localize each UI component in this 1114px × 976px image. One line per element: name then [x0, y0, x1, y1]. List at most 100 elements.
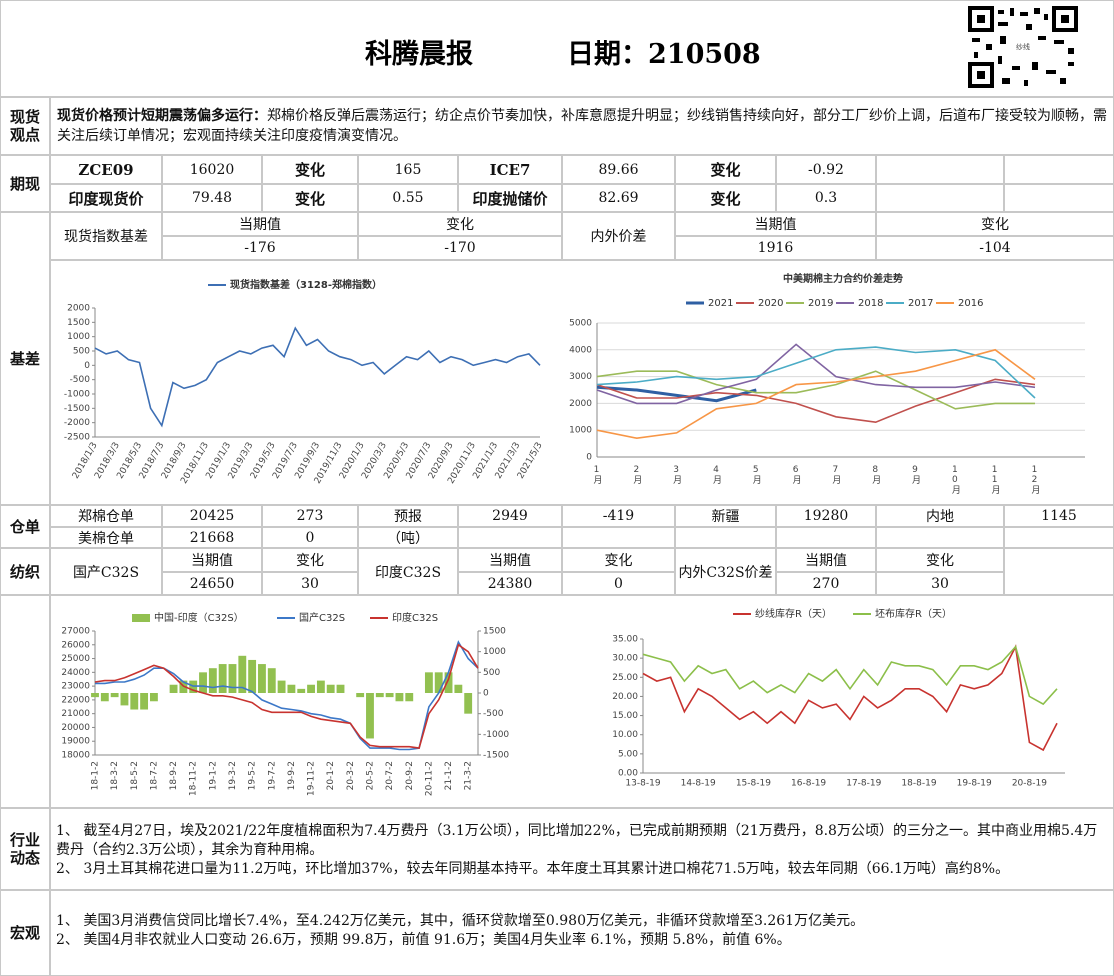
x-tick-label: 6月 [791, 465, 802, 485]
table-cell: 270 [776, 572, 876, 595]
legend-label: 国产C32S [299, 611, 345, 624]
bar [258, 664, 266, 693]
y2-tick-label: -1500 [483, 751, 509, 761]
x-tick-label: 16-8-19 [791, 779, 826, 789]
bar [100, 693, 109, 702]
y-tick-label: 30.00 [612, 654, 638, 664]
qr-code: 纱线 [968, 6, 1078, 88]
x-tick-label: 11月 [990, 465, 1001, 495]
table-cell: 24380 [458, 572, 562, 595]
y-tick-label: 4000 [569, 345, 592, 355]
bar [140, 693, 149, 710]
bar [91, 693, 99, 698]
x-tick-label: 5月 [751, 465, 762, 485]
bar [169, 684, 178, 693]
table-cell: 郑棉仓单 [50, 505, 162, 527]
table-cell: -176 [162, 236, 358, 260]
bar [336, 684, 345, 693]
line-series [596, 370, 1035, 410]
text-list: 1、 截至4月27日，埃及2021/22年度植棉面积为7.4万费丹（3.1万公顷… [50, 818, 1114, 883]
bar [110, 693, 119, 698]
x-tick-label: 20-8-19 [1012, 779, 1047, 789]
section-label: 仓单 [0, 505, 50, 548]
y-tick-label: 24000 [61, 668, 90, 678]
section-label: 现货观点 [0, 97, 50, 155]
x-tick-label: 7月 [830, 465, 841, 485]
report-title: 科腾晨报 [365, 39, 473, 70]
table-cell: 变化 [675, 155, 776, 184]
table-cell [776, 527, 876, 548]
x-tick-label: 20-11-2 [424, 761, 434, 796]
line-series [596, 343, 1036, 405]
legend-label: 2020 [758, 298, 783, 309]
legend-label: 2021 [708, 298, 733, 309]
table-cell: 0 [262, 527, 358, 548]
y2-tick-label: 0 [483, 689, 489, 699]
list-item: 2、 美国4月非农就业人口变动 26.6万，预期 99.8万，前值 91.6万；… [56, 932, 791, 948]
y-tick-label: 15.00 [612, 711, 638, 721]
bar [375, 693, 384, 698]
table-cell: 273 [262, 505, 358, 527]
legend-label: 现货指数基差（3128-郑棉指数） [230, 278, 382, 291]
table-cell: 89.66 [562, 155, 675, 184]
bar [130, 693, 139, 710]
table-cell: 当期值 [458, 548, 562, 572]
legend-label: 2016 [958, 298, 983, 309]
list-item: 1、 截至4月27日，埃及2021/22年度植棉面积为7.4万费丹（3.1万公顷… [56, 823, 1098, 858]
x-tick-label: 8月 [870, 465, 881, 485]
table-cell: 21668 [162, 527, 262, 548]
x-tick-label: 12月 [1030, 465, 1041, 495]
line-series [642, 645, 1058, 706]
y2-tick-label: -500 [483, 709, 504, 719]
x-tick-label: 20-3-2 [346, 761, 356, 790]
table-cell [876, 155, 1004, 184]
x-tick-label: 20-5-2 [365, 761, 375, 790]
y-tick-label: 2000 [67, 304, 90, 314]
section-label: 基差 [0, 212, 50, 505]
line-series [596, 348, 1036, 440]
table-cell: 新疆 [675, 505, 776, 527]
table-cell: 当期值 [776, 548, 876, 572]
y2-tick-label: 1000 [483, 647, 506, 657]
y-tick-label: -2500 [64, 433, 90, 443]
table-cell: -419 [562, 505, 675, 527]
section-label: 纺织 [0, 548, 50, 595]
spot-view: 现货价格预计短期震荡偏多运行：郑棉价格反弹后震荡运行；纺企点价节奏加快，补库意愿… [50, 97, 1114, 155]
y-tick-label: 20.00 [612, 692, 638, 702]
bar [326, 684, 335, 693]
table-cell: -170 [358, 236, 562, 260]
list-item: 1、 美国3月消费信贷同比增长7.4%，至4.242万亿美元，其中，循环贷款增至… [56, 913, 865, 929]
table-cell: 变化 [262, 548, 358, 572]
y-tick-label: 10.00 [612, 730, 638, 740]
y-tick-label: -1000 [64, 390, 90, 400]
bar [267, 668, 276, 693]
x-tick-label: 13-8-19 [625, 779, 660, 789]
y-tick-label: 1000 [67, 332, 90, 342]
table-cell: 印度抛储价 [458, 184, 562, 212]
legend-label: 坯布库存R（天） [875, 607, 952, 620]
line-series [596, 346, 1036, 399]
legend-label: 2018 [858, 298, 883, 309]
y-tick-label: 0 [84, 361, 90, 371]
table-cell [876, 184, 1004, 212]
bar [218, 664, 227, 693]
table-cell: 24650 [162, 572, 262, 595]
view-text: 郑棉价格反弹后震荡运行；纺企点价节奏加快，补库意愿提升明显；纱线销售持续向好，部… [57, 108, 1107, 144]
table-cell: 现货指数基差 [50, 212, 162, 260]
view-lead: 现货价格预计短期震荡偏多运行： [57, 108, 267, 124]
x-tick-label: 18-9-2 [169, 761, 179, 790]
bar [385, 693, 394, 698]
x-tick-label: 15-8-19 [736, 779, 771, 789]
y-tick-label: 18000 [61, 751, 90, 761]
section-label [0, 595, 50, 808]
table-cell: 0.3 [776, 184, 876, 212]
y-tick-label: 21000 [61, 709, 90, 719]
section-label: 行业动态 [0, 808, 50, 890]
table-cell: 印度现货价 [50, 184, 162, 212]
table-cell: 内外C32S价差 [675, 548, 776, 595]
x-tick-label: 19-9-2 [287, 761, 297, 790]
y-tick-label: 22000 [61, 695, 90, 705]
line-series [95, 640, 479, 751]
line-series [596, 378, 1036, 424]
